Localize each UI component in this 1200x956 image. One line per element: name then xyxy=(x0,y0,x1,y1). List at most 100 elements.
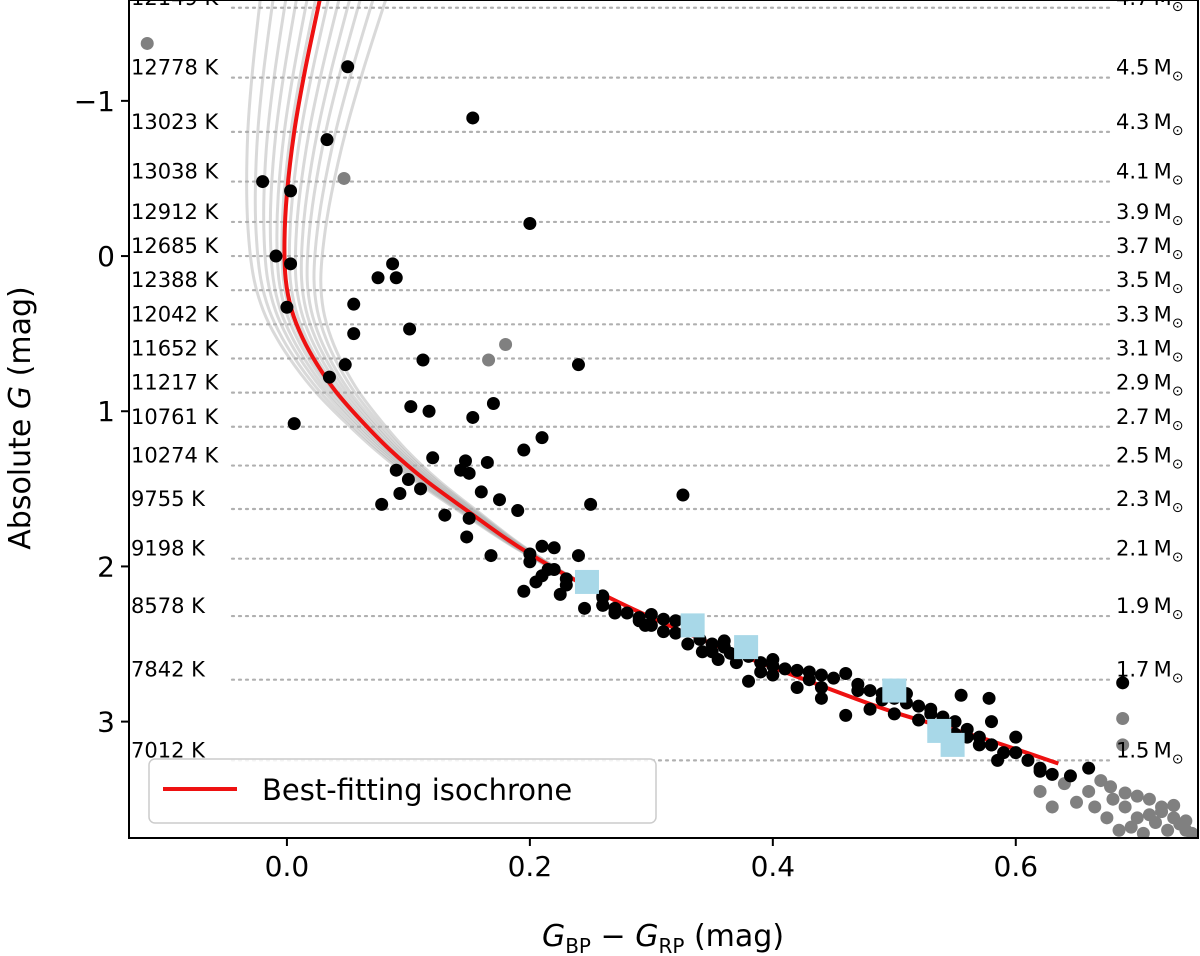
solar-symbol: ⊙ xyxy=(1172,607,1184,623)
member-point xyxy=(287,417,301,431)
y-tick-label: −1 xyxy=(74,85,115,118)
teff-label: 12149 K xyxy=(131,0,219,10)
solar-symbol: ⊙ xyxy=(1172,457,1184,473)
member-point xyxy=(814,680,828,694)
member-point xyxy=(486,396,500,410)
member-point xyxy=(729,656,743,670)
member-point xyxy=(517,584,531,598)
member-point xyxy=(814,691,828,705)
member-point xyxy=(375,497,389,511)
nonmember-point xyxy=(1033,784,1047,798)
member-point xyxy=(644,618,658,632)
member-point xyxy=(389,463,403,477)
member-point xyxy=(620,606,634,620)
solar-symbol: ⊙ xyxy=(1172,247,1184,263)
mass-label: 2.7 M⊙ xyxy=(1116,405,1183,434)
member-point xyxy=(256,175,270,189)
mass-label: 4.1 M⊙ xyxy=(1116,160,1183,189)
member-point xyxy=(1009,746,1023,760)
member-point xyxy=(766,668,780,682)
legend-label: Best-fitting isochrone xyxy=(262,773,572,807)
member-point xyxy=(982,691,996,705)
member-point xyxy=(284,184,298,198)
member-point xyxy=(480,455,494,469)
member-point xyxy=(596,589,610,603)
member-point xyxy=(991,753,1005,767)
member-point xyxy=(269,249,283,263)
solar-symbol: ⊙ xyxy=(1172,671,1184,687)
mass-label: 4.7 M⊙ xyxy=(1116,0,1183,15)
solar-symbol: ⊙ xyxy=(1172,349,1184,365)
highlight-squares xyxy=(574,569,965,757)
nonmember-point xyxy=(1124,820,1138,834)
member-point xyxy=(523,216,537,230)
member-point xyxy=(474,485,488,499)
legend: Best-fitting isochrone xyxy=(148,758,657,824)
teff-label: 11652 K xyxy=(131,336,219,360)
nonmember-point xyxy=(482,353,496,367)
solar-symbol: ⊙ xyxy=(1172,315,1184,331)
isochrone-sample xyxy=(299,0,1059,765)
mass-label: 2.9 M⊙ xyxy=(1116,371,1183,400)
nonmember-point xyxy=(499,338,513,352)
member-point xyxy=(484,549,498,563)
member-point xyxy=(984,738,998,752)
nonmember-point xyxy=(1045,800,1059,814)
teff-label: 9198 K xyxy=(131,537,206,561)
member-point xyxy=(389,271,403,285)
nonmember-point xyxy=(1118,800,1132,814)
nonmember-point xyxy=(1112,823,1126,837)
member-point xyxy=(1021,753,1035,767)
member-point xyxy=(535,431,549,445)
best-fit-line xyxy=(282,0,1059,766)
isochrone-sample xyxy=(268,0,1059,765)
solar-symbol: ⊙ xyxy=(1172,281,1184,297)
member-point xyxy=(695,645,709,659)
member-point xyxy=(814,668,828,682)
isochrone-sample xyxy=(293,0,1059,765)
member-point xyxy=(790,680,804,694)
teff-label: 7842 K xyxy=(131,658,206,682)
y-axis-title: Absolute G (mag) xyxy=(3,286,38,550)
solar-symbol: ⊙ xyxy=(1172,173,1184,189)
mass-label: 3.9 M⊙ xyxy=(1116,200,1183,229)
member-point xyxy=(839,708,853,722)
teff-label: 8578 K xyxy=(131,594,206,618)
solar-symbol: ⊙ xyxy=(1172,500,1184,516)
member-point xyxy=(466,410,480,424)
member-point xyxy=(511,504,525,518)
member-point xyxy=(863,684,877,698)
isochrone-samples xyxy=(245,0,1059,765)
member-point xyxy=(1045,767,1059,781)
isochrone-sample xyxy=(275,0,1059,765)
member-point xyxy=(320,133,334,147)
member-point xyxy=(596,598,610,612)
member-point xyxy=(517,443,531,457)
member-point xyxy=(863,702,877,716)
member-point xyxy=(717,634,731,648)
member-point xyxy=(766,653,780,667)
y-tick-label: 0 xyxy=(97,240,115,273)
nonmember-point xyxy=(1094,774,1108,788)
nonmember-point xyxy=(1130,789,1144,803)
member-point xyxy=(676,488,690,502)
mass-label: 3.7 M⊙ xyxy=(1116,234,1183,263)
nonmember-point xyxy=(1116,712,1130,726)
nonmember-point xyxy=(1148,815,1162,829)
teff-label: 13038 K xyxy=(131,160,219,184)
x-tick-label: 0.0 xyxy=(265,850,310,883)
solar-symbol: ⊙ xyxy=(1172,123,1184,139)
teff-label: 9755 K xyxy=(131,487,206,511)
nonmember-point xyxy=(1130,811,1144,825)
nonmember-point xyxy=(1142,792,1156,806)
teff-label: 11217 K xyxy=(131,371,219,395)
member-point xyxy=(414,482,428,496)
member-point xyxy=(984,715,998,729)
member-point xyxy=(347,297,361,311)
mass-label: 2.3 M⊙ xyxy=(1116,487,1183,516)
mass-label: 1.5 M⊙ xyxy=(1116,738,1183,767)
nonmember-point xyxy=(1088,800,1102,814)
solar-symbol: ⊙ xyxy=(1172,751,1184,767)
isochrone-sample xyxy=(280,0,1059,765)
y-axis-ticks: −1 0 1 2 3 xyxy=(74,85,129,739)
